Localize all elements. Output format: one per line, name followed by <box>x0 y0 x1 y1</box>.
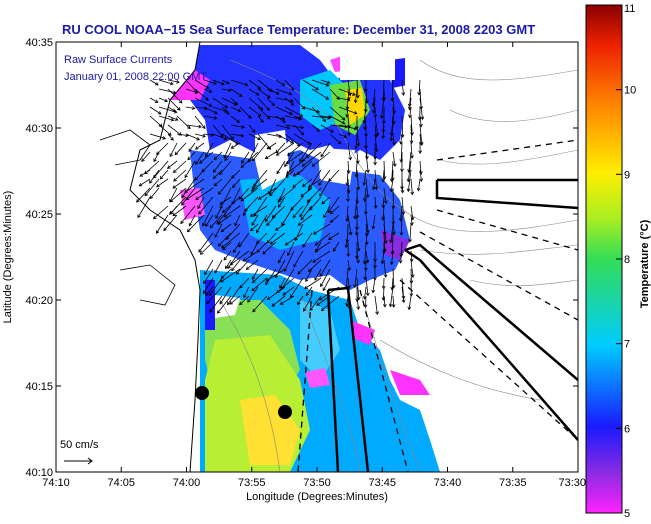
x-tick-label: 74:00 <box>173 477 201 489</box>
scale-label: 50 cm/s <box>60 439 99 451</box>
y-tick-label: 40:15 <box>25 381 53 393</box>
x-tick-label: 73:35 <box>499 477 527 489</box>
colorbar-tick-label: 6 <box>624 423 630 435</box>
y-tick-label: 40:30 <box>25 123 53 135</box>
colorbar-tick-label: 8 <box>624 254 630 266</box>
legend-line-2: January 01, 2008 22:00 GMT <box>64 71 207 83</box>
x-tick-label: 73:45 <box>368 477 396 489</box>
colorbar-tick-label: 11 <box>624 3 635 15</box>
y-axis-title: Latitude (Degrees:Minutes) <box>2 191 14 324</box>
station-marker-1 <box>195 386 209 400</box>
no-data-hole-3 <box>340 50 395 80</box>
x-tick-label: 73:50 <box>303 477 331 489</box>
x-axis-title: Longitude (Degrees:Minutes) <box>246 491 388 503</box>
x-tick-label: 74:05 <box>107 477 135 489</box>
colorbar-tick-label: 5 <box>624 508 630 519</box>
y-tick-label: 40:25 <box>25 209 53 221</box>
y-tick-label: 40:20 <box>25 295 53 307</box>
station-marker-2 <box>278 405 292 419</box>
legend-line-1: Raw Surface Currents <box>64 54 173 66</box>
colorbar-tick-label: 10 <box>624 85 636 97</box>
y-tick-label: 40:35 <box>25 37 53 49</box>
figure-title: RU COOL NOAA−15 Sea Surface Temperature:… <box>62 22 535 37</box>
y-tick-label: 40:10 <box>25 467 53 479</box>
sst-patch-blue-coast <box>205 280 215 330</box>
colorbar-title: Temperature (°C) <box>639 219 651 308</box>
x-tick-label: 73:40 <box>434 477 462 489</box>
colorbar-tick-label: 9 <box>624 169 630 181</box>
x-tick-label: 73:30 <box>558 477 586 489</box>
colorbar-tick-label: 7 <box>624 339 630 351</box>
x-tick-label: 73:55 <box>238 477 266 489</box>
